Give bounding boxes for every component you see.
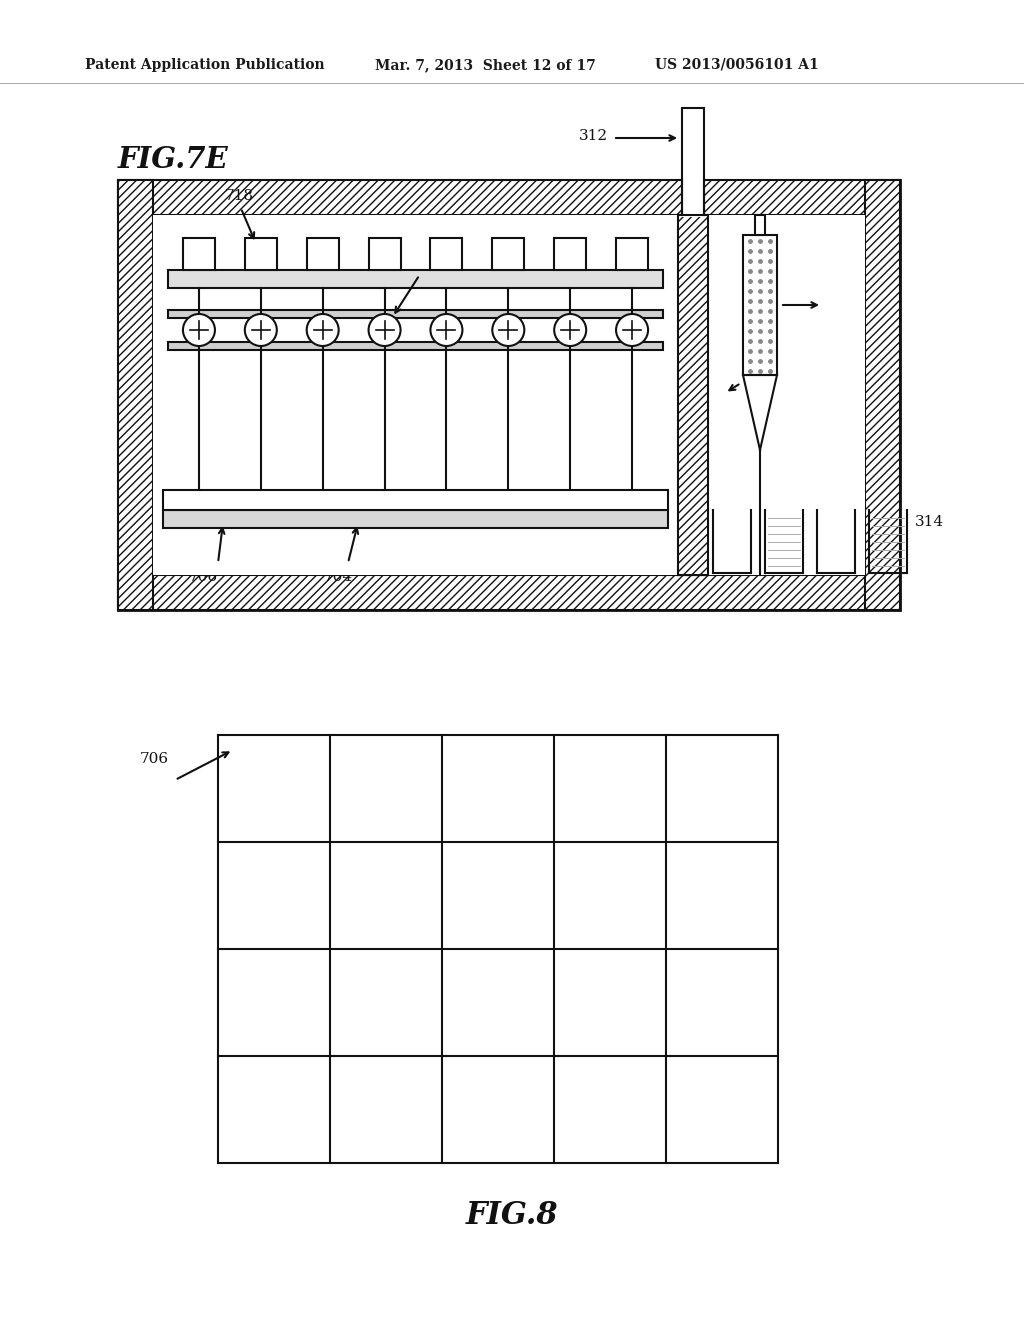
Bar xyxy=(678,215,708,576)
Bar xyxy=(118,576,900,610)
Bar xyxy=(708,215,865,576)
Bar xyxy=(153,215,678,576)
Bar xyxy=(682,108,705,215)
Text: FIG.7E: FIG.7E xyxy=(118,145,228,174)
Bar xyxy=(306,238,339,271)
Text: Patent Application Publication: Patent Application Publication xyxy=(85,58,325,73)
Bar xyxy=(183,238,215,271)
Text: 706: 706 xyxy=(188,570,217,583)
Bar xyxy=(118,180,900,610)
Circle shape xyxy=(369,314,400,346)
Text: 716: 716 xyxy=(423,253,452,268)
Circle shape xyxy=(430,314,463,346)
Bar xyxy=(168,310,663,318)
Text: 310: 310 xyxy=(664,388,693,403)
Bar xyxy=(743,235,777,375)
Bar xyxy=(755,215,765,235)
Text: US 2013/0056101 A1: US 2013/0056101 A1 xyxy=(655,58,819,73)
Bar xyxy=(430,238,463,271)
Text: 312: 312 xyxy=(579,129,608,143)
Text: 718: 718 xyxy=(224,189,253,203)
Bar xyxy=(682,178,705,216)
Circle shape xyxy=(306,314,339,346)
Bar xyxy=(678,215,708,576)
Text: FIG.8: FIG.8 xyxy=(466,1200,558,1230)
Polygon shape xyxy=(743,375,777,450)
Text: 308: 308 xyxy=(827,298,856,312)
Bar xyxy=(168,342,663,350)
Bar xyxy=(554,238,586,271)
Bar xyxy=(865,180,900,610)
Bar xyxy=(245,238,276,271)
Text: 704: 704 xyxy=(324,570,352,583)
Text: 314: 314 xyxy=(915,515,944,529)
Circle shape xyxy=(245,314,276,346)
Bar xyxy=(163,510,668,528)
Bar xyxy=(493,238,524,271)
Text: 706: 706 xyxy=(140,752,169,766)
Bar xyxy=(616,238,648,271)
Circle shape xyxy=(493,314,524,346)
Circle shape xyxy=(554,314,586,346)
Bar xyxy=(153,215,865,576)
Text: Mar. 7, 2013  Sheet 12 of 17: Mar. 7, 2013 Sheet 12 of 17 xyxy=(375,58,596,73)
Bar xyxy=(118,180,153,610)
Bar xyxy=(163,490,668,510)
Circle shape xyxy=(183,314,215,346)
Bar xyxy=(118,180,900,215)
Bar xyxy=(168,271,663,288)
Bar xyxy=(369,238,400,271)
Circle shape xyxy=(616,314,648,346)
